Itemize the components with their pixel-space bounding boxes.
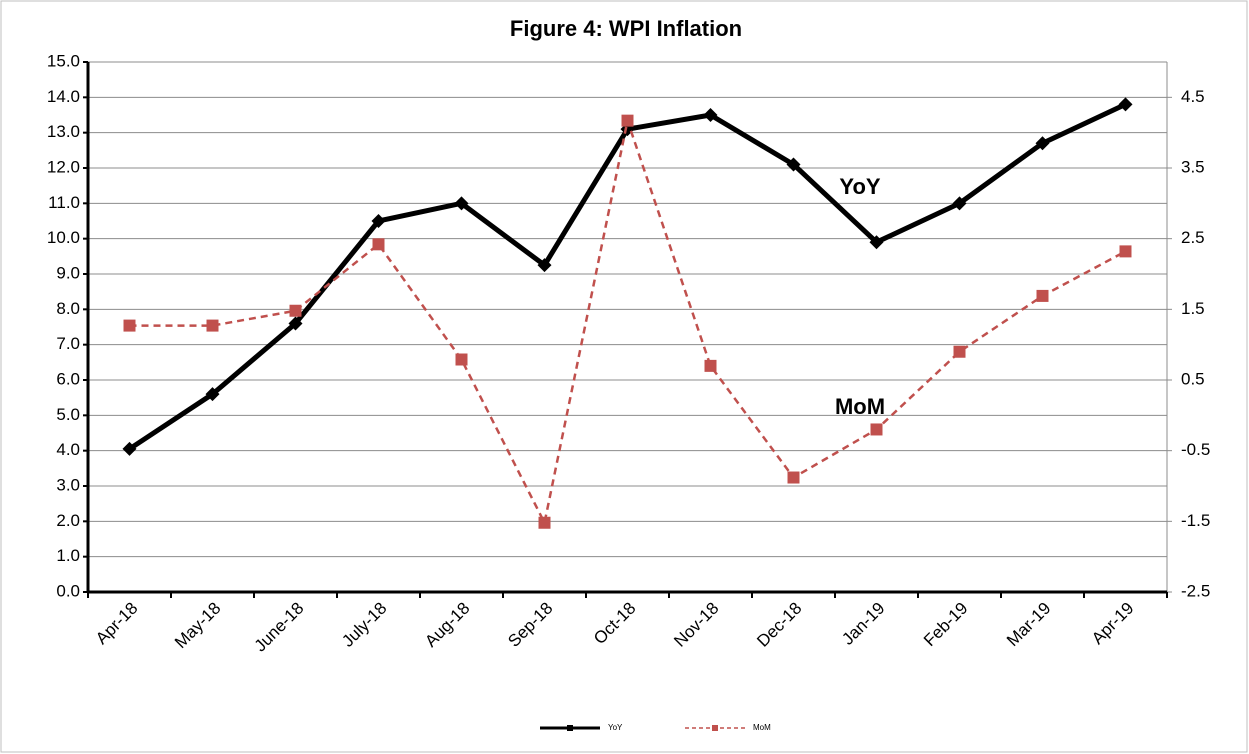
marker bbox=[1036, 289, 1049, 302]
marker bbox=[206, 319, 219, 332]
marker bbox=[703, 108, 718, 122]
marker bbox=[621, 114, 634, 127]
y-tick-label: 13.0 bbox=[47, 122, 80, 141]
y-tick-label: 2.0 bbox=[56, 511, 80, 530]
y2-tick-label: 2.5 bbox=[1181, 228, 1205, 247]
y-tick-label: 0.0 bbox=[56, 581, 80, 600]
y-tick-label: 5.0 bbox=[56, 405, 80, 424]
y-tick-label: 9.0 bbox=[56, 263, 80, 282]
marker bbox=[1119, 245, 1132, 258]
legend-marker bbox=[567, 725, 573, 731]
marker bbox=[870, 423, 883, 436]
marker bbox=[952, 196, 967, 211]
y-tick-label: 11.0 bbox=[48, 193, 80, 212]
y2-tick-label: 4.5 bbox=[1181, 87, 1205, 106]
y-tick-label: 6.0 bbox=[56, 369, 80, 388]
legend-marker bbox=[712, 725, 718, 731]
chart-title: Figure 4: WPI Inflation bbox=[510, 16, 742, 41]
y2-tick-label: -1.5 bbox=[1181, 511, 1210, 530]
y-tick-label: 7.0 bbox=[56, 334, 80, 353]
legend-label: MoM bbox=[753, 723, 771, 732]
y2-tick-label: 3.5 bbox=[1181, 157, 1205, 176]
marker bbox=[123, 319, 136, 332]
marker bbox=[205, 387, 220, 402]
y-tick-label: 15.0 bbox=[47, 51, 80, 70]
y-tick-label: 8.0 bbox=[56, 299, 80, 318]
y-tick-label: 10.0 bbox=[47, 228, 80, 247]
y-tick-label: 1.0 bbox=[56, 546, 80, 565]
marker bbox=[371, 214, 386, 228]
legend-label: YoY bbox=[608, 723, 623, 732]
marker bbox=[786, 157, 801, 172]
y2-tick-label: -2.5 bbox=[1181, 581, 1210, 600]
marker bbox=[288, 316, 303, 331]
y-tick-label: 12.0 bbox=[47, 157, 80, 176]
marker bbox=[455, 353, 468, 366]
annotation: MoM bbox=[835, 394, 885, 419]
marker bbox=[289, 304, 302, 317]
y2-tick-label: 0.5 bbox=[1181, 369, 1205, 388]
y2-tick-label: -0.5 bbox=[1181, 440, 1210, 459]
y-tick-label: 4.0 bbox=[56, 440, 80, 459]
marker bbox=[953, 345, 966, 358]
marker bbox=[704, 359, 717, 372]
marker bbox=[1035, 136, 1050, 151]
y2-tick-label: 1.5 bbox=[1181, 299, 1205, 318]
marker bbox=[537, 258, 552, 273]
marker bbox=[869, 235, 884, 250]
y-tick-label: 3.0 bbox=[56, 475, 80, 494]
marker bbox=[372, 238, 385, 251]
marker bbox=[538, 516, 551, 529]
y-tick-label: 14.0 bbox=[47, 87, 80, 106]
marker bbox=[787, 471, 800, 484]
marker bbox=[454, 196, 469, 211]
marker bbox=[1118, 97, 1133, 112]
marker bbox=[122, 441, 137, 456]
annotation: YoY bbox=[839, 174, 880, 199]
